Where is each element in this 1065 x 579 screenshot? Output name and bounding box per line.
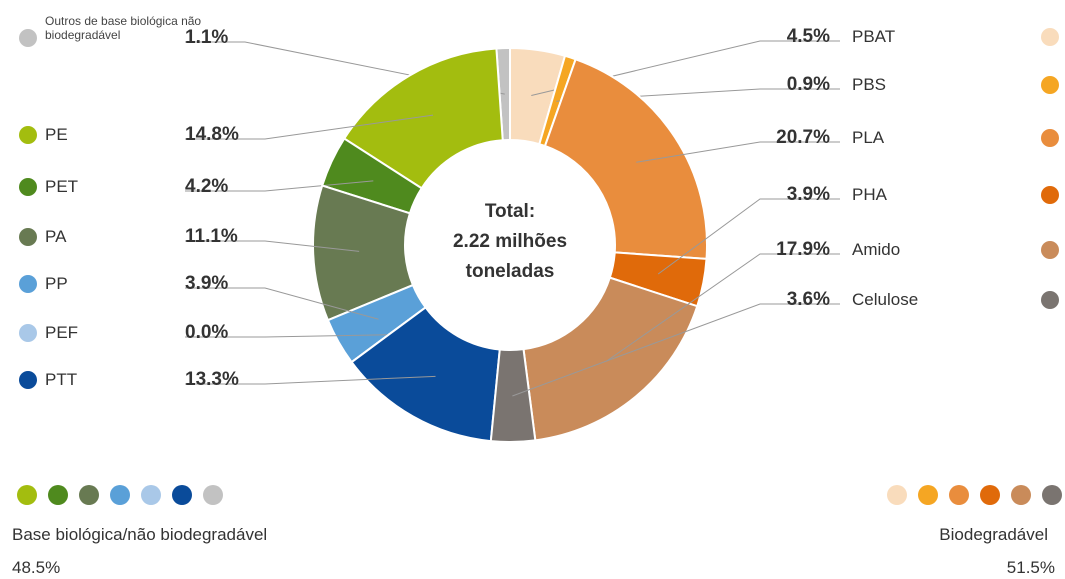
slice [543,57,708,260]
legend-label: Outros de base biológica não biodegradáv… [45,14,202,42]
leader-line [185,287,379,320]
legend-label: PTT [45,370,78,389]
legend-swatch [1041,76,1059,94]
leader-line [185,240,360,252]
group-swatch [79,485,99,505]
group-swatch [980,485,1000,505]
value-label: 4.5% [786,26,830,47]
group-swatch [918,485,938,505]
legend-label: PBS [852,75,887,94]
leader-line [185,334,389,338]
group-share: 48.5% [12,558,61,577]
leader-line [606,253,840,362]
leader-line [185,375,436,385]
value-label: 0.0% [185,322,229,343]
legend-swatch [19,371,37,389]
leader-line [657,198,840,275]
group-swatch [203,485,223,505]
legend-swatch [1041,186,1059,204]
legend-swatch [19,126,37,144]
legend-swatch [19,275,37,293]
legend-swatch [1041,241,1059,259]
center-label: toneladas [465,261,555,282]
center-label: 2.22 milhões [452,231,568,252]
group-swatch [1011,485,1031,505]
legend-swatch [1041,28,1059,46]
legend-label: Amido [852,240,901,259]
value-label: 13.3% [185,369,239,390]
value-label: 3.9% [185,273,229,294]
legend-label: Celulose [852,290,919,309]
value-label: 1.1% [185,27,229,48]
legend-label: PA [45,227,67,246]
legend-label: PEF [45,323,79,342]
value-label: 17.9% [776,239,830,260]
legend-label: PBAT [852,27,896,46]
legend-label: PET [45,177,79,196]
group-share: 51.5% [1006,558,1055,577]
leader-line [185,114,434,140]
leader-line [512,303,840,397]
value-label: 14.8% [185,124,239,145]
legend-swatch [19,29,37,47]
value-label: 20.7% [776,127,830,148]
donut-hole [406,141,614,349]
group-swatch [141,485,161,505]
legend-label: PE [45,125,68,144]
leader-line [185,180,374,192]
legend-label: PHA [852,185,887,204]
group-swatch [48,485,68,505]
group-swatch [17,485,37,505]
legend-swatch [19,178,37,196]
group-name: Base biológica/não biodegradável [12,525,268,544]
value-label: 3.9% [786,184,830,205]
legend-swatch [19,324,37,342]
value-label: 11.1% [185,226,238,247]
value-label: 0.9% [786,74,830,95]
value-label: 4.2% [185,176,229,197]
group-swatch [172,485,192,505]
legend-label: PLA [852,128,885,147]
center-label: Total: [484,201,536,222]
legend-swatch [1041,291,1059,309]
legend-swatch [19,228,37,246]
group-swatch [887,485,907,505]
legend-swatch [1041,129,1059,147]
group-name: Biodegradável [939,525,1048,544]
group-swatch [949,485,969,505]
legend-label: PP [45,274,68,293]
leader-line [636,141,840,163]
group-swatch [1042,485,1062,505]
value-label: 3.6% [786,289,830,310]
group-swatch [110,485,130,505]
